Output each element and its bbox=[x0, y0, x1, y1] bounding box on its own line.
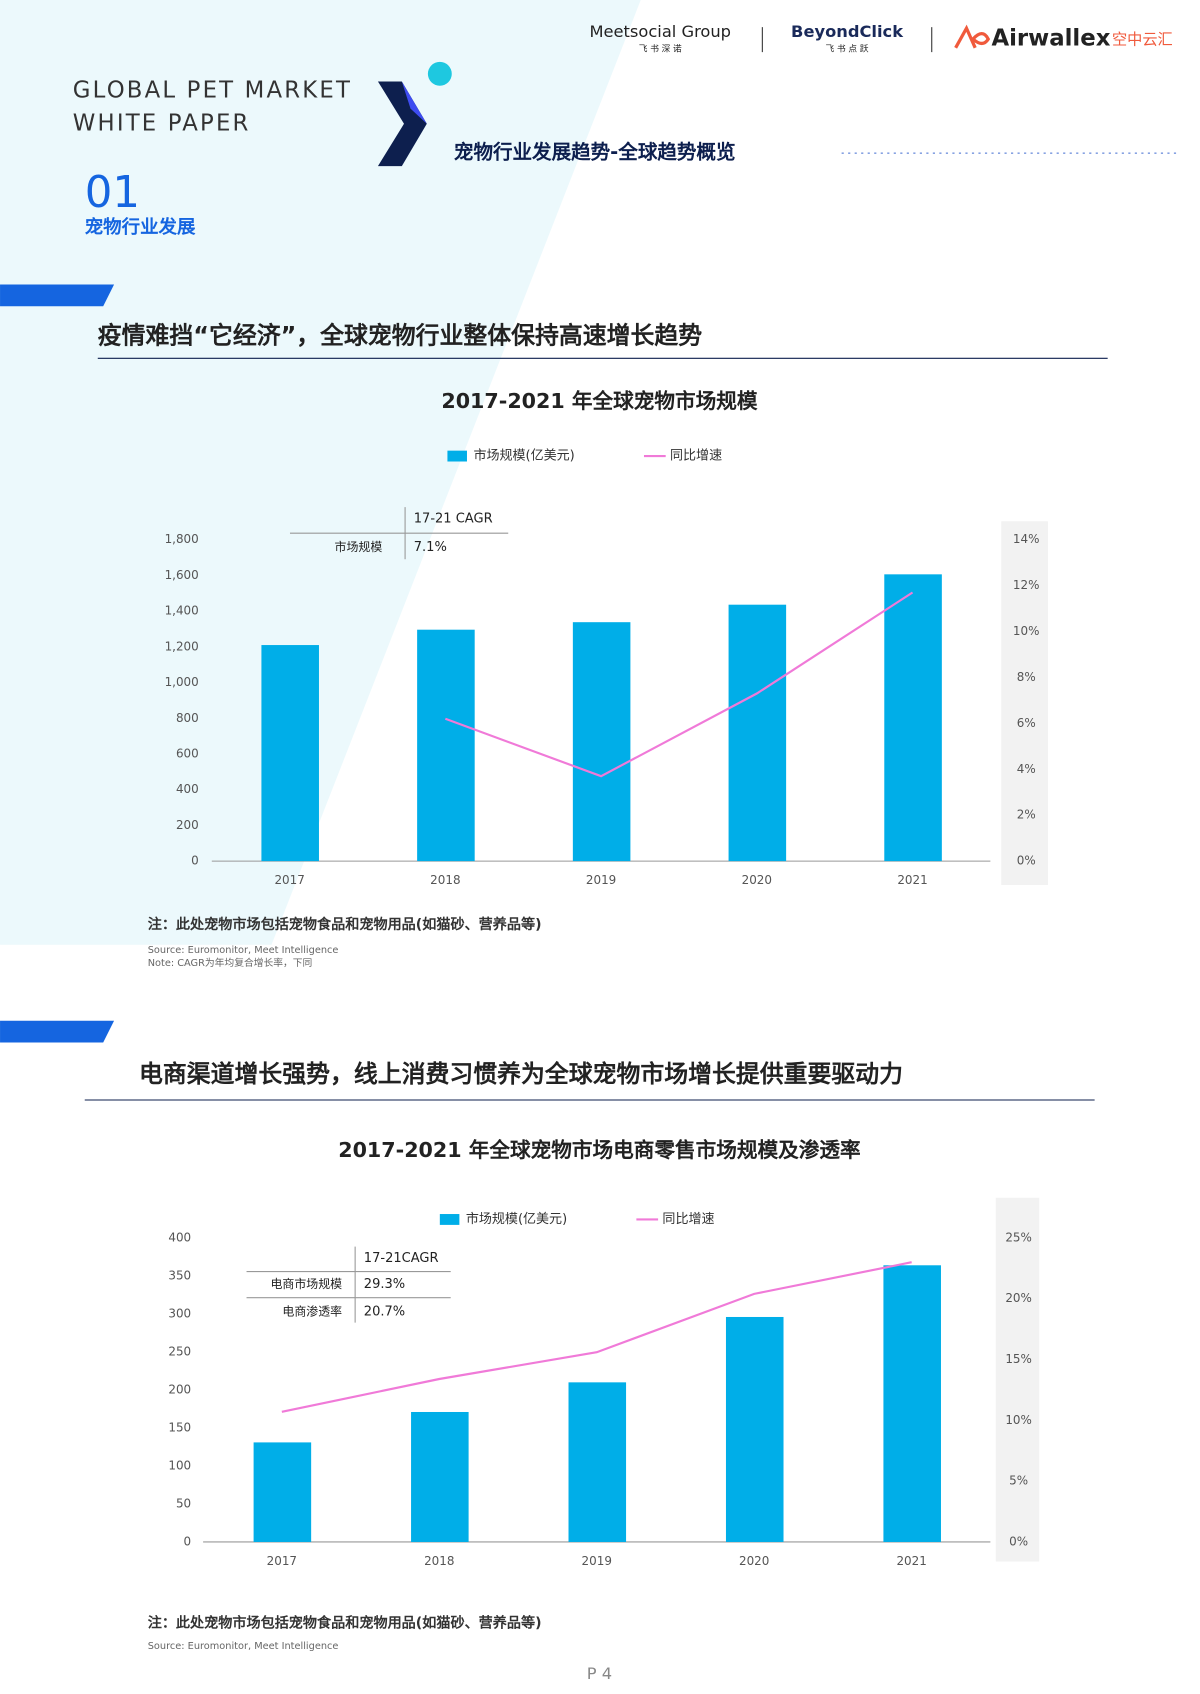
y-tick-label: 1,800 bbox=[165, 532, 199, 546]
legend-swatch bbox=[439, 1214, 460, 1225]
note: Source: Euromonitor, Meet Intelligence bbox=[148, 945, 339, 956]
y-tick-label: 400 bbox=[176, 782, 199, 796]
logo: Airwallex bbox=[991, 26, 1110, 52]
y2-tick-label: 0% bbox=[1017, 854, 1036, 868]
legend-label: 市场规模(亿美元) bbox=[473, 448, 574, 464]
chart-title: 2017-2021 年全球宠物市场规模 bbox=[441, 389, 758, 413]
table-value: 7.1% bbox=[414, 540, 447, 555]
background-band bbox=[0, 0, 641, 945]
y-tick-label: 100 bbox=[168, 1458, 191, 1472]
y-tick-label: 400 bbox=[168, 1230, 191, 1244]
y-tick-label: 50 bbox=[176, 1496, 191, 1510]
chapter-name: 宠物行业发展 bbox=[85, 216, 196, 238]
y2-tick-label: 8% bbox=[1017, 670, 1036, 684]
page-subtitle: 宠物行业发展趋势-全球趋势概览 bbox=[454, 141, 736, 164]
y-tick-label: 200 bbox=[168, 1382, 191, 1396]
x-tick-label: 2019 bbox=[586, 873, 616, 887]
y2-tick-label: 4% bbox=[1017, 762, 1036, 776]
table-label: 电商渗透率 bbox=[282, 1303, 342, 1318]
logo-sub: 空中云汇 bbox=[1112, 31, 1173, 49]
chapter-number: 01 bbox=[85, 168, 140, 218]
y2-tick-label: 25% bbox=[1005, 1230, 1032, 1244]
bar bbox=[884, 574, 942, 862]
page-number: P 4 bbox=[587, 1664, 612, 1683]
y2-tick-label: 14% bbox=[1013, 532, 1040, 546]
section-heading: 电商渠道增长强势，线上消费习惯养为全球宠物市场增长提供重要驱动力 bbox=[139, 1060, 903, 1088]
bar bbox=[417, 629, 475, 862]
y2-tick-label: 0% bbox=[1009, 1534, 1028, 1548]
section-heading: 疫情难挡“它经济”，全球宠物行业整体保持高速增长趋势 bbox=[98, 322, 703, 350]
bar bbox=[411, 1411, 469, 1542]
y-tick-label: 600 bbox=[176, 746, 199, 760]
x-tick-label: 2020 bbox=[742, 873, 772, 887]
x-tick-label: 2021 bbox=[896, 1554, 926, 1568]
x-tick-label: 2019 bbox=[582, 1554, 612, 1568]
table-value: 29.3% bbox=[364, 1277, 405, 1292]
y-tick-label: 1,600 bbox=[165, 568, 199, 582]
y2-tick-label: 20% bbox=[1005, 1291, 1032, 1305]
chart-title: 2017-2021 年全球宠物市场电商零售市场规模及渗透率 bbox=[338, 1138, 860, 1162]
x-tick-label: 2018 bbox=[430, 873, 460, 887]
paper-title: WHITE PAPER bbox=[73, 110, 251, 136]
logo-dot bbox=[427, 61, 452, 86]
note: Source: Euromonitor, Meet Intelligence bbox=[148, 1641, 339, 1652]
axis2-panel bbox=[1001, 521, 1048, 886]
y-tick-label: 1,400 bbox=[165, 604, 199, 618]
line bbox=[444, 591, 914, 778]
bar bbox=[728, 604, 787, 862]
y-tick-label: 1,000 bbox=[165, 675, 199, 689]
legend-label: 市场规模(亿美元) bbox=[466, 1211, 567, 1227]
y2-tick-label: 12% bbox=[1013, 578, 1040, 592]
x-tick-label: 2020 bbox=[739, 1554, 769, 1568]
y2-tick-label: 10% bbox=[1013, 624, 1040, 638]
table-header: 17-21CAGR bbox=[364, 1251, 439, 1266]
axis2-panel bbox=[995, 1197, 1040, 1562]
line bbox=[281, 1261, 912, 1413]
y-tick-label: 0 bbox=[191, 854, 199, 868]
paper-title: GLOBAL PET MARKET bbox=[73, 78, 352, 104]
y-tick-label: 250 bbox=[168, 1344, 191, 1358]
y-tick-label: 300 bbox=[168, 1306, 191, 1320]
section-bar bbox=[0, 284, 115, 307]
y2-tick-label: 10% bbox=[1005, 1413, 1032, 1427]
bar bbox=[572, 622, 631, 862]
bar bbox=[883, 1265, 941, 1542]
logo: BeyondClick bbox=[791, 22, 904, 41]
bar bbox=[253, 1442, 312, 1542]
y2-tick-label: 5% bbox=[1009, 1474, 1028, 1488]
logo-sub: 飞 书 深 诺 bbox=[639, 43, 682, 54]
table-value: 20.7% bbox=[364, 1304, 405, 1319]
note: Note: CAGR为年均复合增长率，下同 bbox=[148, 956, 313, 969]
y-tick-label: 0 bbox=[184, 1534, 192, 1548]
y2-tick-label: 6% bbox=[1017, 716, 1036, 730]
y-tick-label: 350 bbox=[168, 1268, 191, 1282]
y2-tick-label: 15% bbox=[1005, 1352, 1032, 1366]
note: 注：此处宠物市场包括宠物食品和宠物用品(如猫砂、营养品等) bbox=[148, 916, 542, 933]
note: 注：此处宠物市场包括宠物食品和宠物用品(如猫砂、营养品等) bbox=[148, 1614, 542, 1631]
logo-icon bbox=[954, 24, 991, 49]
y-tick-label: 150 bbox=[168, 1420, 191, 1434]
y2-tick-label: 2% bbox=[1017, 808, 1036, 822]
bar bbox=[568, 1382, 627, 1542]
y-tick-label: 1,200 bbox=[165, 639, 199, 653]
x-tick-label: 2021 bbox=[897, 873, 927, 887]
table-label: 市场规模 bbox=[335, 539, 383, 554]
x-tick-label: 2017 bbox=[267, 1554, 297, 1568]
legend-label: 同比增速 bbox=[662, 1212, 714, 1227]
bar bbox=[261, 645, 319, 862]
legend-swatch bbox=[447, 450, 467, 462]
logo: Meetsocial Group bbox=[590, 22, 732, 41]
x-tick-label: 2018 bbox=[424, 1554, 454, 1568]
section-bar bbox=[0, 1020, 115, 1043]
logo-sub: 飞 书 点 跃 bbox=[826, 43, 869, 54]
table-header: 17-21 CAGR bbox=[414, 512, 493, 527]
legend-label: 同比增速 bbox=[670, 449, 722, 464]
logo-mark bbox=[377, 81, 427, 167]
table-label: 电商市场规模 bbox=[270, 1276, 342, 1291]
bar bbox=[725, 1316, 784, 1542]
x-tick-label: 2017 bbox=[274, 873, 304, 887]
y-tick-label: 200 bbox=[176, 818, 199, 832]
y-tick-label: 800 bbox=[176, 711, 199, 725]
